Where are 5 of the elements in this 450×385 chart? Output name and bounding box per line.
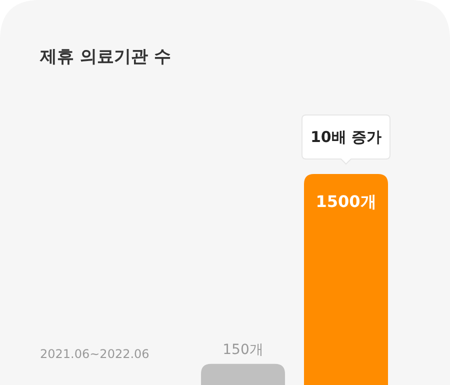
data-label: 1500개: [316, 192, 376, 211]
data-label: 150개: [222, 342, 264, 358]
text: 2021.06~2022.06: [40, 347, 150, 361]
chart-title: 제휴 의료기관 수: [39, 47, 171, 67]
text: 10배 증가: [310, 128, 382, 146]
